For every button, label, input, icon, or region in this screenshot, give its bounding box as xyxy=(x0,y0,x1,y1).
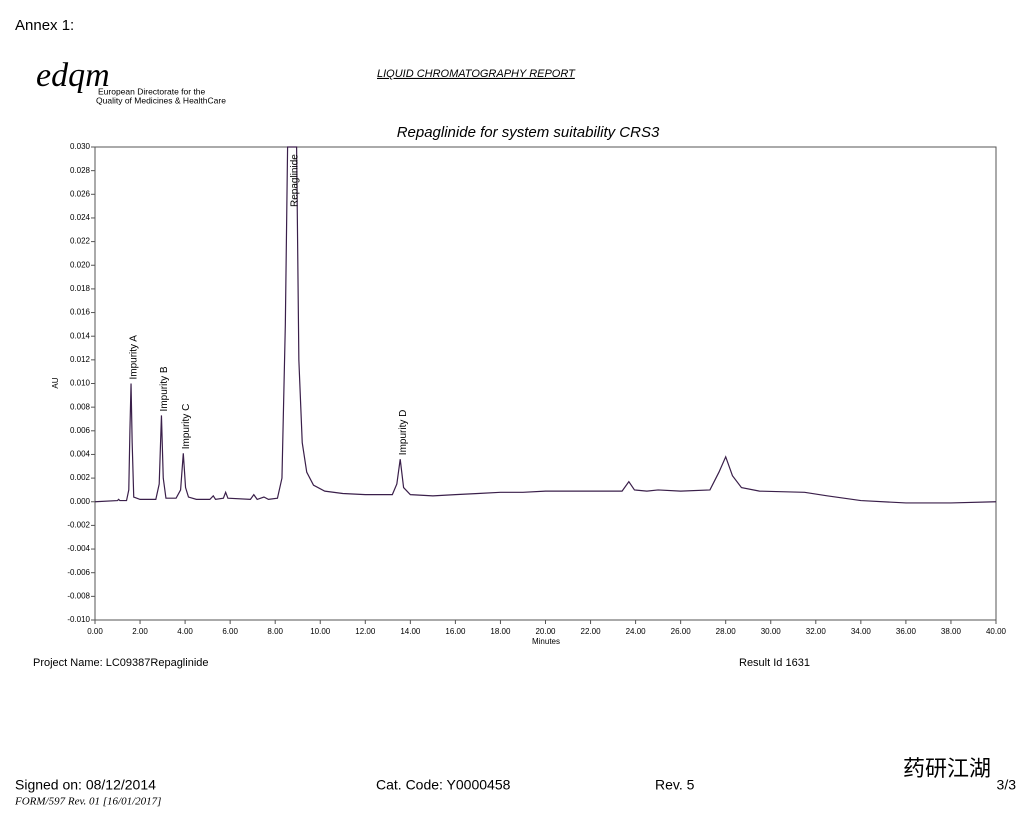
x-tick-label: 28.00 xyxy=(716,627,737,636)
y-tick-label: 0.000 xyxy=(70,497,91,506)
y-tick-label: 0.012 xyxy=(70,355,91,364)
x-axis-label: Minutes xyxy=(532,637,560,646)
y-tick-label: 0.014 xyxy=(70,331,91,340)
y-tick-label: -0.002 xyxy=(67,521,90,530)
chromatogram-line xyxy=(94,146,997,504)
x-tick-label: 4.00 xyxy=(177,627,193,636)
revision: Rev. 5 xyxy=(655,777,695,793)
y-tick-label: 0.020 xyxy=(70,260,91,269)
cat-code: Cat. Code: Y0000458 xyxy=(376,777,511,793)
x-tick-label: 38.00 xyxy=(941,627,962,636)
y-tick-label: -0.008 xyxy=(67,591,90,600)
y-tick-label: 0.030 xyxy=(70,142,91,151)
project-name: Project Name: LC09387Repaglinide xyxy=(33,657,209,669)
chart-title: Repaglinide for system suitability CRS3 xyxy=(397,124,660,141)
y-tick-label: -0.004 xyxy=(67,544,90,553)
y-tick-label: -0.010 xyxy=(67,615,90,624)
x-tick-label: 22.00 xyxy=(581,627,602,636)
report-title: LIQUID CHROMATOGRAPHY REPORT xyxy=(377,68,576,80)
peak-label: Impurity B xyxy=(159,366,170,411)
peak-label: Impurity A xyxy=(129,335,140,380)
x-tick-label: 14.00 xyxy=(400,627,421,636)
y-tick-label: 0.028 xyxy=(70,166,91,175)
result-id: Result Id 1631 xyxy=(739,657,810,669)
logo: edqm xyxy=(36,57,110,94)
y-tick-label: -0.006 xyxy=(67,568,90,577)
org-line: European Directorate for the xyxy=(98,86,206,96)
y-tick-label: 0.018 xyxy=(70,284,91,293)
y-tick-label: 0.024 xyxy=(70,213,91,222)
form-number: FORM/597 Rev. 01 [16/01/2017] xyxy=(14,796,161,808)
x-tick-label: 0.00 xyxy=(87,627,103,636)
y-tick-label: 0.016 xyxy=(70,308,91,317)
x-tick-label: 18.00 xyxy=(490,627,511,636)
x-tick-label: 34.00 xyxy=(851,627,872,636)
x-tick-label: 6.00 xyxy=(222,627,238,636)
y-axis-label: AU xyxy=(51,377,60,388)
x-tick-label: 8.00 xyxy=(267,627,283,636)
y-tick-label: 0.008 xyxy=(70,402,91,411)
peak-label: Impurity D xyxy=(398,410,409,456)
y-tick-label: 0.010 xyxy=(70,379,91,388)
y-tick-label: 0.026 xyxy=(70,189,91,198)
annex: Annex 1: xyxy=(15,17,74,34)
x-tick-label: 10.00 xyxy=(310,627,331,636)
x-tick-label: 30.00 xyxy=(761,627,782,636)
org-line: Quality of Medicines & HealthCare xyxy=(96,95,226,105)
peak-label: Impurity C xyxy=(181,404,192,450)
x-tick-label: 26.00 xyxy=(671,627,692,636)
signed-on: Signed on: 08/12/2014 xyxy=(15,777,156,793)
x-tick-label: 40.00 xyxy=(986,627,1007,636)
x-tick-label: 24.00 xyxy=(626,627,647,636)
x-tick-label: 20.00 xyxy=(535,627,556,636)
x-tick-label: 36.00 xyxy=(896,627,917,636)
y-tick-label: 0.022 xyxy=(70,237,91,246)
x-tick-label: 16.00 xyxy=(445,627,466,636)
x-tick-label: 2.00 xyxy=(132,627,148,636)
watermark: 药研江湖 xyxy=(903,756,991,781)
peak-label: Repaglinide xyxy=(290,154,301,207)
x-tick-label: 12.00 xyxy=(355,627,376,636)
y-tick-label: 0.006 xyxy=(70,426,91,435)
x-tick-label: 32.00 xyxy=(806,627,827,636)
y-tick-label: 0.002 xyxy=(70,473,91,482)
y-tick-label: 0.004 xyxy=(70,450,91,459)
page-number: 3/3 xyxy=(997,777,1017,793)
